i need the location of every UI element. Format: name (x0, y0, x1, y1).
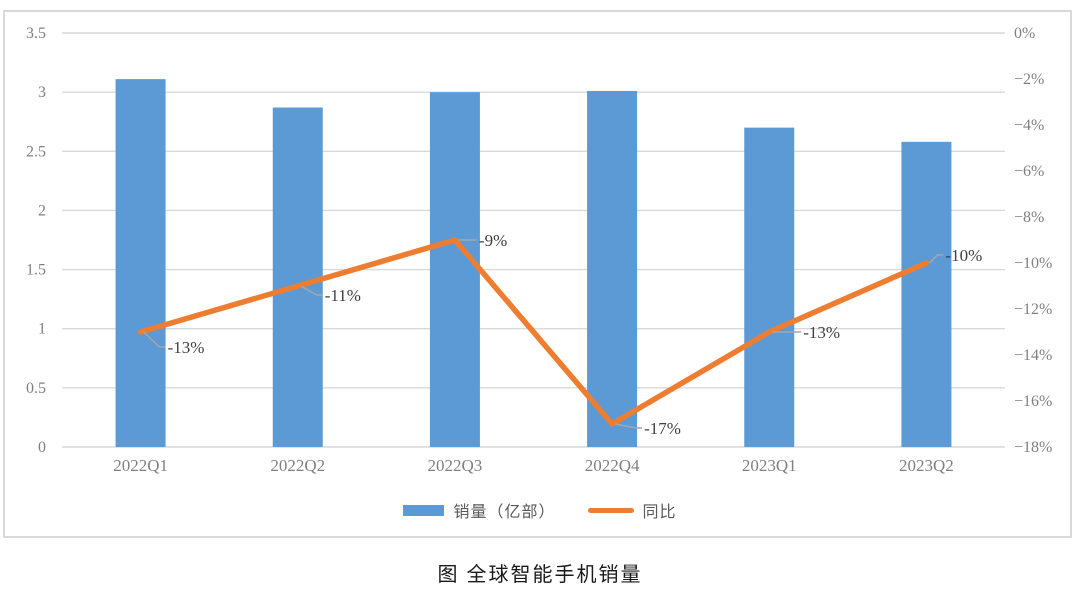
right-axis-tick-label: −4% (1014, 117, 1044, 134)
right-axis-tick-label: −14% (1014, 347, 1052, 364)
right-axis-tick-label: −8% (1014, 209, 1044, 226)
yoy-data-label: -13% (168, 338, 205, 357)
x-axis-category-label: 2023Q1 (742, 456, 797, 475)
x-axis-category-label: 2022Q4 (585, 456, 640, 475)
sales-bar-2022Q1 (115, 79, 166, 447)
right-axis-tick-label: −2% (1014, 71, 1044, 88)
data-label-leader-line (614, 423, 643, 429)
right-axis-tick-label: −18% (1014, 439, 1052, 456)
chart-frame-border (3, 10, 1072, 538)
yoy-data-label: -11% (325, 286, 361, 305)
yoy-data-label: -17% (644, 419, 681, 438)
left-axis-tick-label: 2.5 (26, 143, 46, 160)
sales-bar-2023Q2 (901, 141, 952, 447)
x-axis-category-label: 2022Q1 (113, 456, 168, 475)
left-axis-tick-label: 3.5 (26, 25, 46, 42)
left-axis-tick-label: 1.5 (26, 262, 46, 279)
right-axis-tick-label: −12% (1014, 301, 1052, 318)
sales-bar-2022Q4 (587, 90, 638, 448)
left-axis-tick-label: 0 (38, 439, 46, 456)
sales-bar-2023Q1 (744, 127, 795, 447)
left-axis-tick-label: 2 (38, 202, 46, 219)
legend-label-yoy: 同比 (642, 504, 677, 521)
right-axis-tick-label: 0% (1014, 25, 1035, 42)
yoy-data-label: -9% (479, 231, 507, 250)
right-axis-tick-label: −6% (1014, 163, 1044, 180)
yoy-line (137, 237, 930, 427)
x-axis-category-label: 2023Q2 (899, 456, 954, 475)
data-label-leader-line (928, 254, 944, 264)
legend-item-yoy: 同比 (587, 498, 677, 522)
data-label-leader-line (143, 331, 166, 348)
left-axis-tick-label: 1 (38, 321, 46, 338)
right-axis-tick-label: −16% (1014, 393, 1052, 410)
x-axis-category-label: 2022Q3 (428, 456, 483, 475)
left-axis-tick-label: 0.5 (26, 380, 46, 397)
figure-caption: 图 全球智能手机销量 (437, 564, 643, 586)
data-label-leader-line (300, 285, 323, 296)
sales-bar-2022Q3 (429, 92, 480, 448)
yoy-data-label: -13% (803, 323, 840, 342)
legend-label-sales: 销量（亿部） (453, 504, 556, 521)
sales-bar-2022Q2 (272, 107, 323, 448)
legend-item-sales: 销量（亿部） (403, 498, 555, 522)
yoy-data-label: -10% (945, 246, 982, 265)
bar-swatch-icon (403, 504, 445, 516)
left-axis-tick-label: 3 (38, 84, 46, 101)
line-swatch-icon (587, 507, 634, 513)
x-axis-category-label: 2022Q2 (270, 456, 325, 475)
right-axis-tick-label: −10% (1014, 255, 1052, 272)
legend: 销量（亿部） 同比 (0, 498, 1080, 522)
